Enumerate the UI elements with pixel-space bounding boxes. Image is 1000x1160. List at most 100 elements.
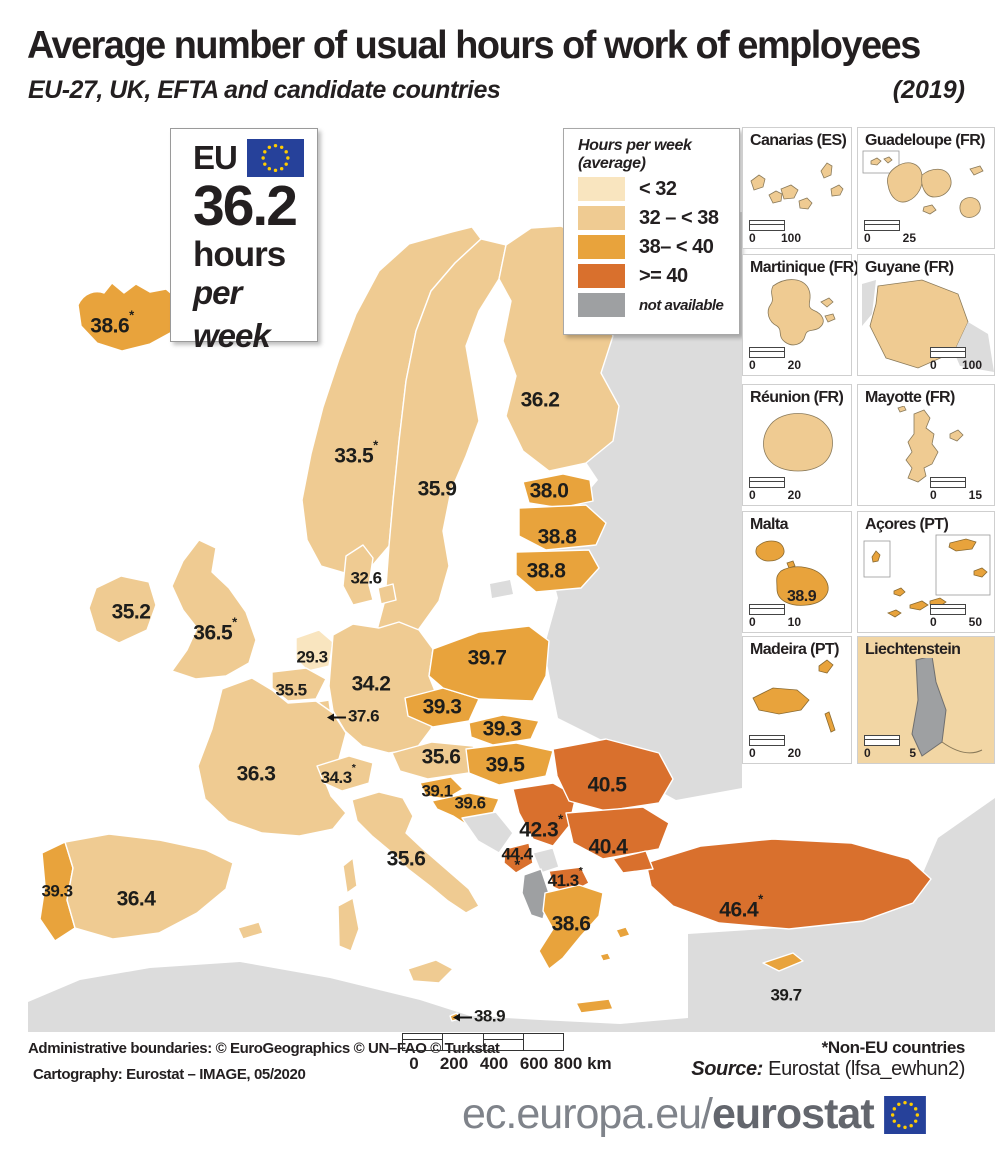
legend-swatch-na [578,293,625,318]
callout-arrow-icon [326,713,346,722]
country-estonia [522,473,594,509]
eu-flag-icon [246,139,304,177]
inset-map-acores [863,534,991,618]
value-label-netherlands: 29.3 [296,647,328,667]
eurostat-banner: ec.europa.eu/eurostat [462,1090,926,1139]
value-label-bulgaria: 40.4 [588,835,628,859]
inset-title: Canarias (ES) [750,132,847,149]
inset-map-martinique [767,279,836,346]
legend-label: 38– < 40 [639,235,714,258]
country-denmark [342,544,374,606]
island-crete [575,998,614,1014]
country-bulgaria [565,806,670,860]
country-italy [351,791,480,914]
inset-reunion: Réunion (FR) 0 20 [742,384,852,506]
callout-arrow-icon [452,1013,472,1022]
country-united-kingdom [171,539,257,680]
inset-mayotte: Mayotte (FR) 0 15 [857,384,995,506]
island-sicily [407,959,454,984]
value-label-france: 36.3 [236,762,276,786]
inset-scalebar: 0 100 [749,220,805,245]
value-label-poland: 39.7 [467,646,507,670]
island-balearics [237,921,264,940]
value-label-austria: 35.6 [421,745,461,769]
value-label-croatia: 39.6 [454,793,486,813]
country-spain [64,833,234,940]
country-romania [552,738,674,812]
eu-average-value: 36.2 [193,174,298,238]
map-scale-bar [402,1033,564,1051]
country-bosnia-herzegovina [461,811,514,854]
legend-label: < 32 [639,177,677,200]
inset-title: Malta [750,516,789,533]
source-prefix: Source: [691,1058,763,1080]
inset-scalebar: 0 10 [749,604,805,629]
inset-scalebar: 0 15 [930,477,986,502]
country-turkey [645,838,932,930]
value-label-switzerland: 34.3* [320,762,356,787]
value-label-denmark: 32.6 [350,568,382,588]
inset-scalebar: 0 50 [930,604,986,629]
country-latvia [518,504,607,551]
eu-average-box: EU 36.2 hours per week [170,128,318,354]
inset-madeira: Madeira (PT) 0 20 [742,636,852,764]
inset-canarias: Canarias (ES) 0 100 [742,127,852,249]
inset-map-malta [755,540,829,606]
map-legend: Hours per week (average) < 32 32 – < 38 3… [563,128,740,335]
country-slovakia [468,714,540,746]
country-kosovo [532,847,560,874]
value-label-spain: 36.4 [116,887,156,911]
island-corsica [342,857,358,894]
inset-guadeloupe: Guadeloupe (FR) 0 25 [857,127,995,249]
inset-title: Martinique (FR) [750,259,859,276]
value-label-hungary: 39.5 [485,753,525,777]
source-line: Source: Eurostat (lfsa_ewhun2) [691,1058,965,1081]
country-albania [521,868,550,920]
inset-map-liechtenstein [911,658,983,757]
value-label-slovenia: 39.1 [421,781,453,801]
legend-swatch-38to40 [578,235,625,260]
value-label-latvia: 38.8 [537,525,577,549]
legend-row: < 32 [578,177,739,202]
value-label-montenegro: 44.4 * [501,844,533,874]
source-text: Eurostat (lfsa_ewhun2) [768,1058,965,1080]
legend-swatch-32to38 [578,206,625,231]
country-sweden [376,238,507,647]
inset-scalebar: 0 100 [930,347,986,372]
inset-map-mayotte [897,406,964,483]
eu-average-per: per week [193,273,271,354]
legend-row: 32 – < 38 [578,206,739,231]
value-label-luxembourg: 37.6 [326,708,380,725]
country-belgium [271,667,327,702]
country-lithuania [515,549,600,593]
country-iceland [77,282,186,352]
island-aegean-1 [615,926,631,939]
inset-guyane: Guyane (FR) 0 100 [857,254,995,376]
value-label-belgium: 35.5 [275,680,307,700]
country-france [197,677,347,837]
inset-map-guyane [862,279,994,372]
country-netherlands [295,629,334,672]
value-label-north-macedonia: 41.3* [547,865,583,890]
country-ireland [88,575,157,644]
cartography-credit: Cartography: Eurostat – IMAGE, 05/2020 [33,1066,306,1083]
island-cyprus [762,952,804,972]
eu-average-unit: hours [193,234,286,274]
island-aegean-2 [599,952,612,962]
inset-title: Açores (PT) [865,516,949,533]
inset-map-madeira [752,659,836,733]
value-label-cyprus: 39.7 [770,985,802,1005]
value-label-ireland: 35.2 [111,600,151,624]
island-sardinia [337,897,360,952]
map-scale-ticks: 0 200 400 600 800 km [409,1054,612,1073]
inset-title: Mayotte (FR) [865,389,955,406]
value-label-norway: 33.5* [334,437,378,468]
value-label-iceland: 38.6* [90,307,134,338]
legend-label: 32 – < 38 [639,206,719,229]
value-label-greece: 38.6 [551,912,591,936]
value-label-turkey: 46.4* [719,891,763,922]
country-slovenia [419,776,464,800]
